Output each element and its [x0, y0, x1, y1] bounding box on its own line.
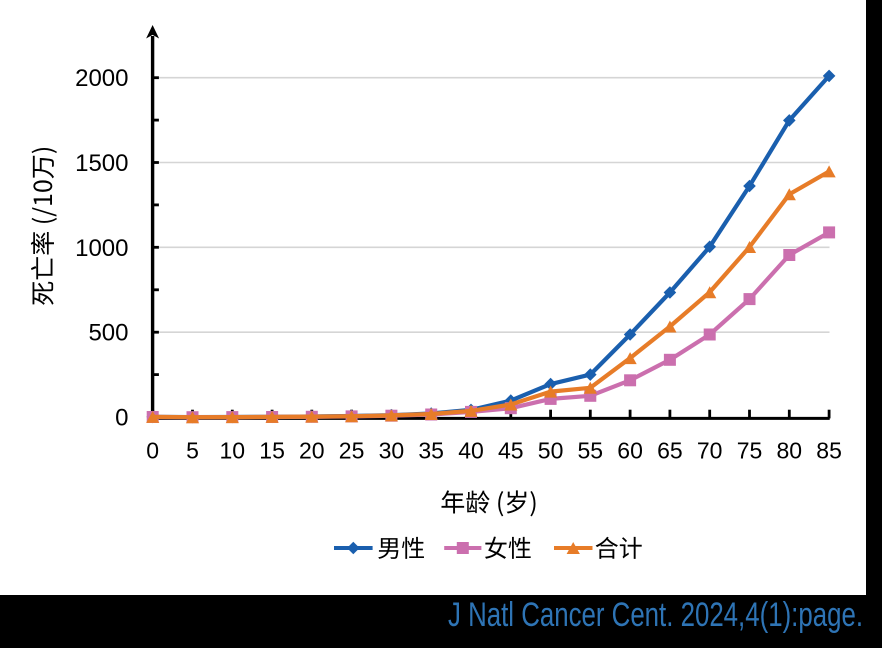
svg-text:60: 60 — [617, 438, 643, 464]
svg-text:1500: 1500 — [75, 150, 128, 177]
svg-text:75: 75 — [737, 438, 763, 464]
svg-text:20: 20 — [299, 438, 325, 464]
svg-text:5: 5 — [186, 438, 199, 464]
svg-text:30: 30 — [379, 438, 405, 464]
svg-text:70: 70 — [697, 438, 723, 464]
svg-text:500: 500 — [88, 320, 128, 347]
svg-text:85: 85 — [816, 438, 842, 464]
svg-text:25: 25 — [339, 438, 365, 464]
svg-text:55: 55 — [578, 438, 604, 464]
svg-text:15: 15 — [259, 438, 285, 464]
svg-text:50: 50 — [538, 438, 564, 464]
svg-text:35: 35 — [418, 438, 444, 464]
svg-text:0: 0 — [115, 404, 128, 431]
svg-text:40: 40 — [458, 438, 484, 464]
svg-text:J Natl Cancer Cent. 2024,4(1):: J Natl Cancer Cent. 2024,4(1):page. — [448, 596, 863, 634]
svg-text:2000: 2000 — [75, 65, 128, 92]
svg-text:1000: 1000 — [75, 235, 128, 262]
svg-text:80: 80 — [777, 438, 803, 464]
svg-text:10: 10 — [220, 438, 246, 464]
svg-text:0: 0 — [146, 438, 159, 464]
svg-text:65: 65 — [657, 438, 683, 464]
svg-text:45: 45 — [498, 438, 524, 464]
